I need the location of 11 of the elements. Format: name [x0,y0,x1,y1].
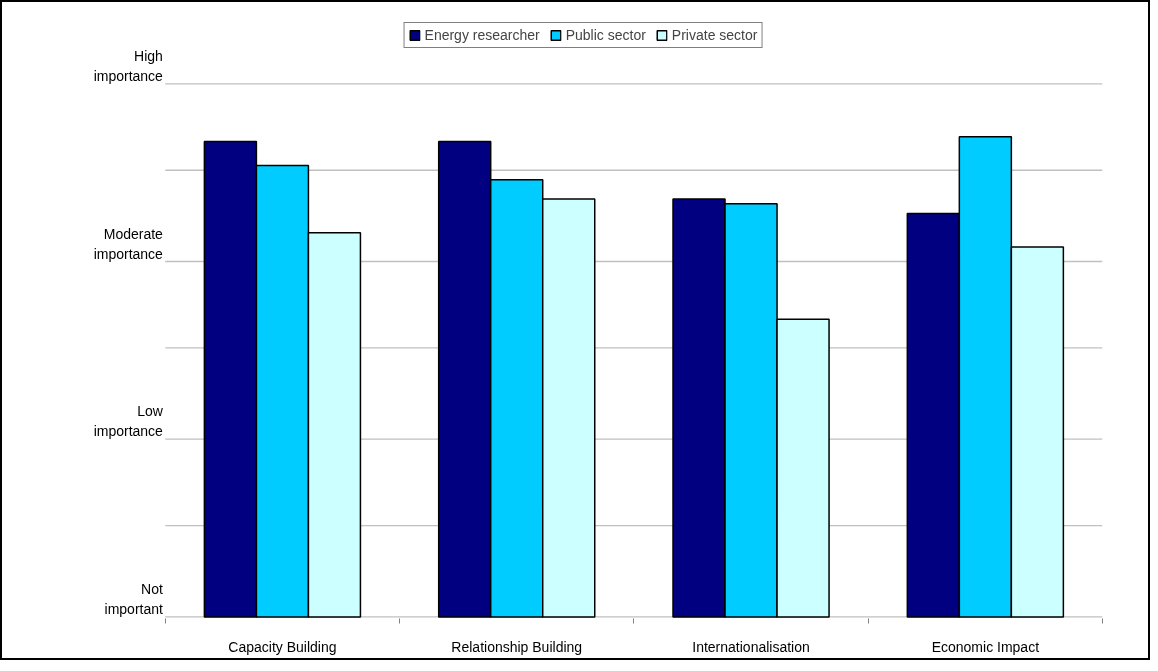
x-tick-label: Economic Impact [931,638,1040,655]
ref-line-label: Moderate importance [93,225,164,262]
x-tick-label: Capacity Building [228,638,337,655]
x-tick-label: Internationalisation [692,638,810,655]
legend-label: Energy researcher [424,27,540,43]
legend-label: Public sector [565,27,646,43]
ref-line-label: Not important [104,580,164,617]
ref-line-label: Low importance [93,403,164,440]
legend-label: Private sector [671,27,758,43]
x-tick-label: Relationship Building [451,638,583,655]
ref-line-label: High importance [93,47,164,84]
